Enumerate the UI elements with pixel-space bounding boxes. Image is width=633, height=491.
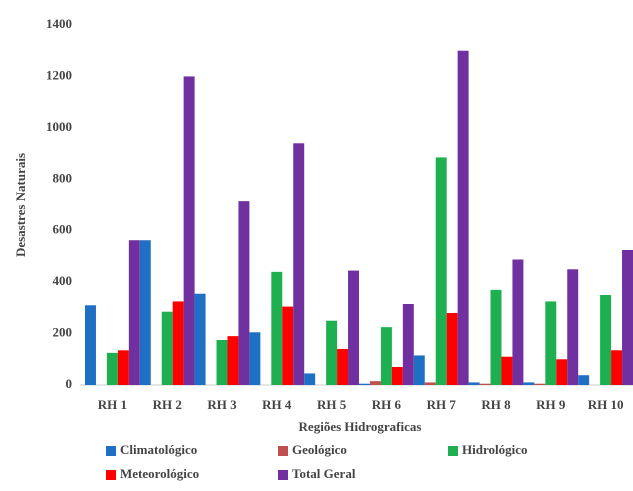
bar (85, 305, 96, 385)
bar (348, 270, 359, 385)
bar (446, 313, 458, 385)
bar (556, 359, 568, 385)
bar (128, 240, 140, 385)
legend-label: Total Geral (292, 466, 356, 481)
bar (106, 352, 118, 385)
bar (249, 332, 261, 385)
x-tick-label: RH 7 (427, 397, 457, 412)
bar (479, 383, 491, 385)
bar (359, 383, 370, 385)
bar (501, 356, 513, 385)
bar (567, 269, 579, 385)
y-tick-label: 1200 (46, 67, 72, 82)
bar (304, 373, 316, 385)
bar (117, 350, 129, 385)
x-tick-label: RH 9 (536, 397, 566, 412)
y-tick-label: 200 (53, 325, 73, 340)
bar (337, 349, 349, 385)
bar (435, 157, 447, 385)
x-tick-label: RH 2 (153, 397, 182, 412)
x-axis-label: Regiões Hidrograficas (299, 419, 422, 434)
x-tick-label: RH 6 (372, 397, 402, 412)
legend-swatch (106, 446, 116, 456)
bar (600, 295, 612, 385)
bar (194, 293, 206, 385)
bar (402, 304, 414, 385)
bar (578, 375, 590, 385)
bar (183, 76, 195, 385)
legend-swatch (448, 446, 458, 456)
bar (523, 382, 535, 385)
bar (512, 259, 524, 385)
bar (391, 367, 403, 385)
y-tick-label: 1400 (46, 16, 72, 31)
bar (172, 301, 184, 385)
x-tick-label: RH 8 (481, 397, 511, 412)
legend-swatch (278, 470, 288, 480)
x-tick-label: RH 4 (262, 397, 292, 412)
bar (457, 50, 469, 385)
bar (468, 382, 480, 385)
y-axis-label: Desastres Naturais (13, 153, 28, 257)
bar (326, 320, 338, 385)
bar (545, 301, 557, 385)
x-tick-label: RH 5 (317, 397, 347, 412)
bar (424, 382, 436, 385)
legend-swatch (278, 446, 288, 456)
legend-label: Meteorológico (120, 466, 199, 481)
bar (413, 355, 425, 385)
bar (490, 289, 502, 385)
bar (227, 336, 239, 385)
bar (216, 340, 228, 385)
y-tick-label: 600 (53, 222, 73, 237)
x-tick-label: RH 3 (207, 397, 237, 412)
y-tick-label: 400 (53, 273, 73, 288)
bar (282, 306, 294, 385)
legend-label: Climatológico (120, 442, 197, 457)
x-tick-label: RH 10 (588, 397, 624, 412)
bar (271, 271, 283, 385)
bar (369, 381, 381, 385)
bar (161, 311, 173, 385)
bar (622, 250, 633, 385)
bar (534, 383, 546, 385)
bar (139, 240, 151, 385)
legend-label: Hidrológico (462, 442, 527, 457)
x-tick-label: RH 1 (98, 397, 127, 412)
bar (293, 143, 305, 385)
bar (380, 327, 392, 385)
y-tick-label: 1000 (46, 119, 72, 134)
y-tick-label: 800 (53, 170, 73, 185)
y-tick-label: 0 (66, 376, 73, 391)
bar (611, 350, 623, 385)
bar (238, 201, 250, 385)
legend-swatch (106, 470, 116, 480)
legend-label: Geológico (292, 442, 347, 457)
